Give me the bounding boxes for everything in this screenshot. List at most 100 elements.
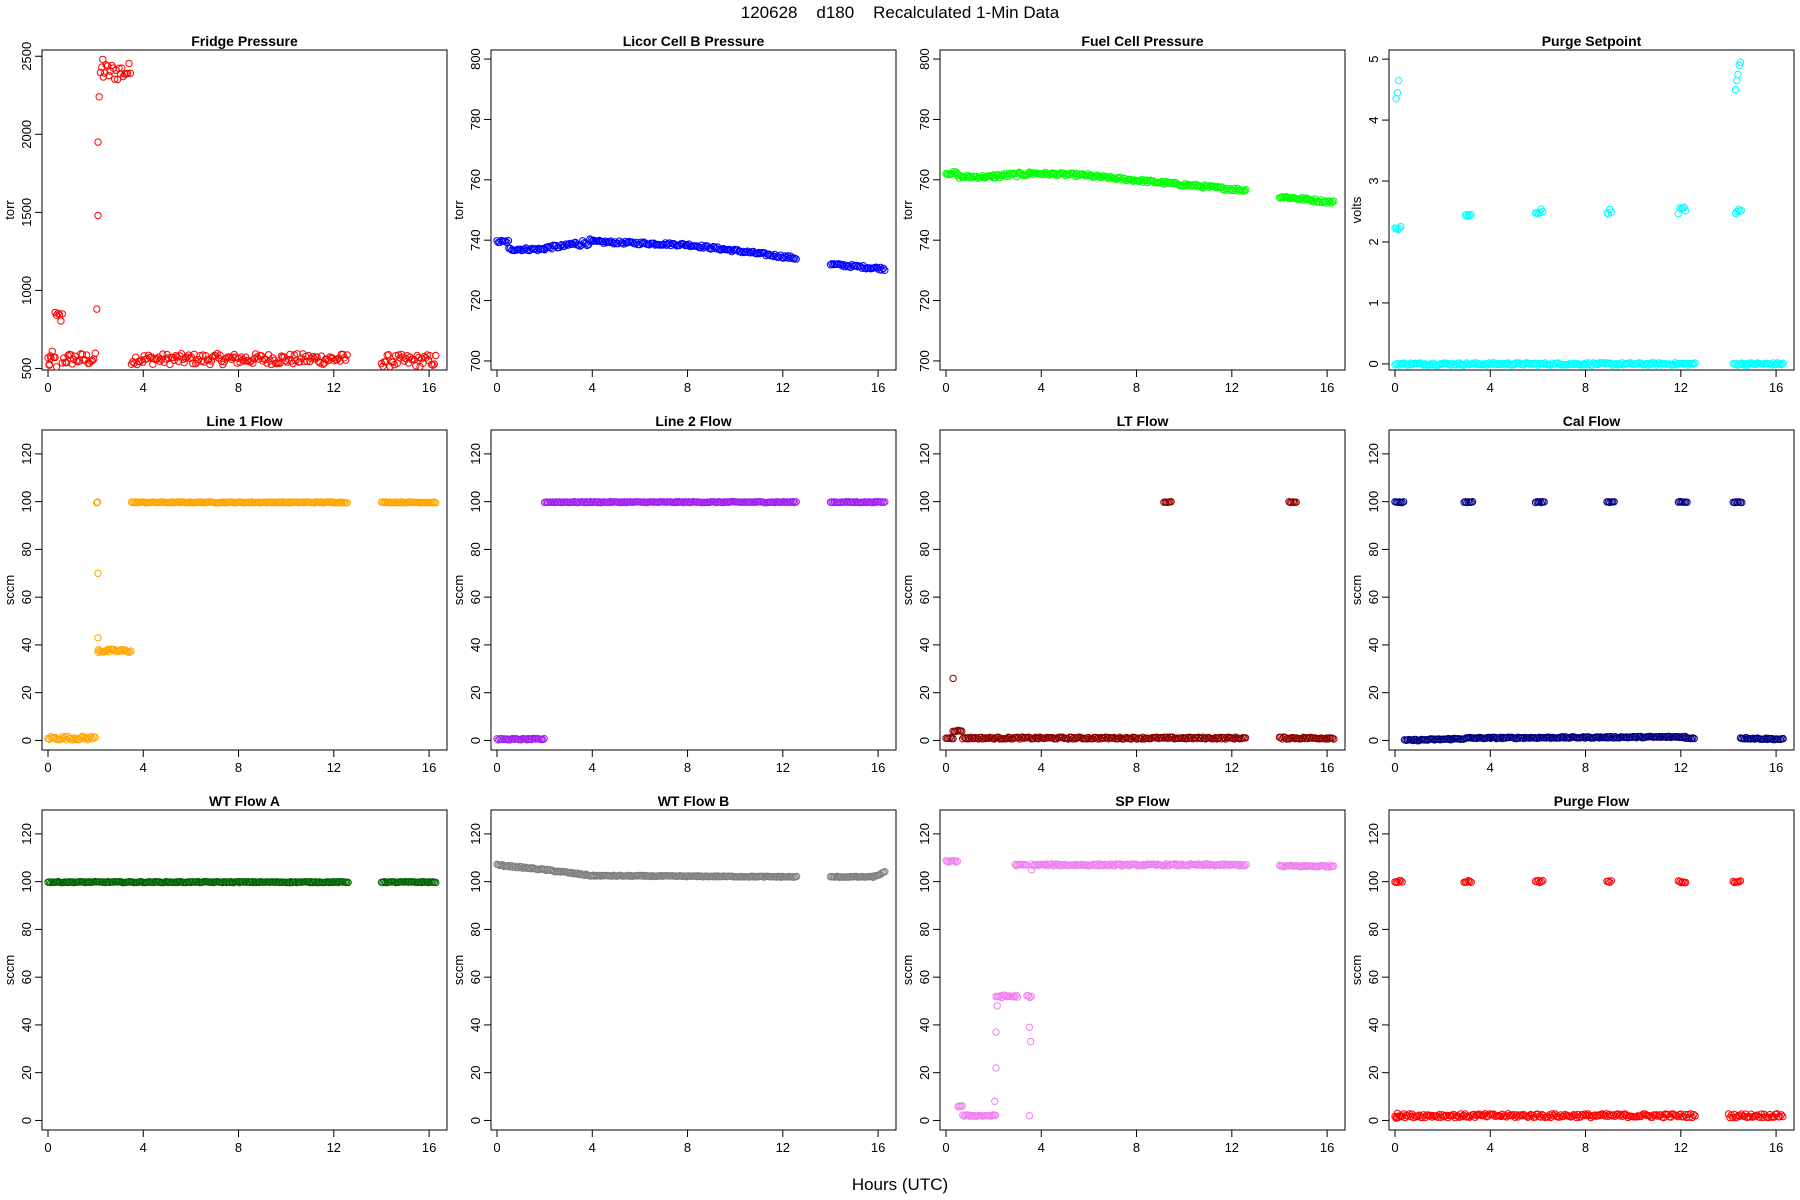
data-point <box>1681 207 1690 215</box>
data-point <box>1139 860 1147 869</box>
data-point <box>1083 735 1091 743</box>
data-point <box>196 352 204 360</box>
panel-licor-cell-b-pressure: Licor Cell B Pressure 0 4 8 12 16 700 720 740 760… <box>451 33 897 395</box>
data-point <box>1181 180 1189 188</box>
x-tick-label: 12 <box>776 380 790 395</box>
data-point <box>1561 733 1569 741</box>
data-point <box>1215 860 1223 869</box>
x-tick-label: 8 <box>1582 380 1589 395</box>
data-point <box>568 868 576 877</box>
data-point <box>842 261 850 269</box>
data-point <box>1463 878 1471 886</box>
plot-frame <box>41 809 448 1131</box>
data-point <box>123 69 132 78</box>
data-point <box>1607 359 1615 367</box>
data-point <box>1568 360 1576 368</box>
data-point <box>1212 183 1220 192</box>
data-point <box>781 252 789 260</box>
data-point <box>426 352 434 360</box>
data-point <box>419 359 427 367</box>
data-point <box>1737 206 1746 215</box>
data-point <box>1192 860 1200 868</box>
data-point <box>432 351 440 360</box>
data-point <box>1617 1110 1625 1119</box>
x-tick-label: 0 <box>493 760 500 775</box>
data-point <box>77 734 85 742</box>
data-point <box>118 64 126 72</box>
data-point <box>964 171 972 180</box>
data-point <box>1614 361 1622 369</box>
data-point <box>169 498 177 506</box>
x-tick-label: 4 <box>1487 380 1494 395</box>
data-point <box>1103 733 1111 742</box>
data-point <box>1281 733 1289 742</box>
y-tick-label: 60 <box>917 590 932 604</box>
data-point <box>789 498 797 506</box>
data-point <box>217 357 226 365</box>
plot-frame <box>1388 49 1795 371</box>
y-axis-label: sccm <box>1349 575 1364 605</box>
data-point <box>284 499 293 507</box>
data-point <box>1152 861 1160 869</box>
plot-frame <box>1388 429 1795 751</box>
data-point <box>249 359 257 367</box>
x-tick-label: 0 <box>1391 760 1398 775</box>
data-point <box>1330 197 1338 205</box>
data-point <box>1467 210 1475 219</box>
data-point <box>1235 862 1243 870</box>
data-point <box>1197 734 1206 743</box>
data-point <box>177 350 186 358</box>
x-tick-label: 12 <box>776 760 790 775</box>
data-point <box>1601 734 1609 742</box>
data-point <box>598 237 606 246</box>
data-point <box>1220 734 1228 742</box>
x-tick-label: 16 <box>1769 1140 1783 1155</box>
data-point <box>1137 735 1146 743</box>
data-point <box>506 863 514 871</box>
data-point <box>293 350 301 358</box>
data-point <box>878 266 886 274</box>
data-point <box>1557 360 1565 368</box>
x-tick-label: 8 <box>1133 380 1140 395</box>
y-tick-label: 100 <box>917 491 932 513</box>
y-tick-label: 60 <box>1366 590 1381 604</box>
data-point <box>1026 993 1034 1002</box>
panel-title: WT Flow A <box>209 793 280 809</box>
data-point <box>1242 860 1250 869</box>
data-point <box>849 262 857 270</box>
data-point <box>970 734 978 743</box>
data-point <box>1007 169 1015 178</box>
x-tick-label: 0 <box>44 760 51 775</box>
data-point <box>1129 177 1137 185</box>
x-axis-label: Hours (UTC) <box>852 1175 948 1194</box>
data-point <box>792 498 800 506</box>
data-point <box>88 356 97 365</box>
data-point <box>1398 878 1406 886</box>
y-tick-label: 0 <box>468 1117 483 1124</box>
data-point <box>1230 735 1238 743</box>
data-point <box>1070 734 1078 742</box>
data-point <box>1193 861 1202 869</box>
data-point <box>992 1028 1000 1036</box>
data-point <box>102 61 110 69</box>
data-point <box>1425 361 1434 369</box>
data-point <box>93 499 101 507</box>
y-tick-label: 740 <box>917 229 932 251</box>
data-point <box>174 357 183 366</box>
y-tick-label: 120 <box>1366 443 1381 465</box>
data-point <box>1775 360 1783 368</box>
panel-title: SP Flow <box>1115 793 1169 809</box>
data-point <box>1742 360 1750 368</box>
data-point <box>1241 186 1249 195</box>
y-tick-label: 100 <box>19 491 34 513</box>
data-point <box>1206 734 1214 742</box>
y-tick-label: 80 <box>1366 542 1381 556</box>
data-point <box>1559 1112 1568 1120</box>
data-point <box>343 351 351 359</box>
data-point <box>1211 733 1220 742</box>
data-point <box>1672 361 1681 369</box>
data-point <box>964 1111 973 1119</box>
y-tick-label: 80 <box>917 922 932 936</box>
data-point <box>1497 733 1505 741</box>
data-point <box>1393 89 1402 97</box>
